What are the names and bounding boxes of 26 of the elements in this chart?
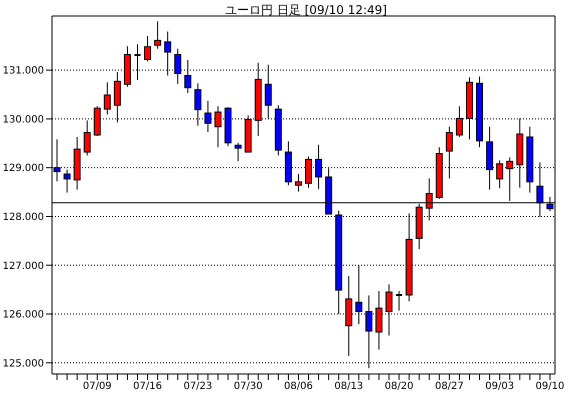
chart-title: ユーロ円 日足 [09/10 12:49] [224, 2, 388, 19]
y-tick-label: 127.000 [2, 260, 44, 272]
y-tick-label: 129.000 [2, 163, 44, 174]
x-tick-label: 07/09 [82, 381, 112, 392]
y-tick-label: 125.000 [2, 358, 44, 370]
x-tick-label: 08/27 [434, 381, 464, 392]
y-tick-label: 128.000 [2, 212, 44, 224]
candlestick [144, 35, 152, 62]
x-tick-label: 09/03 [485, 381, 514, 392]
candlestick [496, 160, 504, 189]
x-tick-label: 09/10 [536, 381, 564, 392]
x-tick-label: 08/13 [334, 381, 364, 392]
x-tick-label: 08/06 [284, 381, 313, 392]
candlestick [154, 20, 162, 50]
candlestick [104, 82, 111, 116]
y-tick-label: 130.000 [2, 114, 44, 126]
candlestick [84, 120, 91, 156]
candlestick [234, 142, 242, 162]
y-tick-label: 131.000 [2, 66, 44, 77]
x-tick-label: 07/23 [183, 381, 212, 392]
x-tick-label: 07/30 [234, 381, 263, 392]
x-tick-label: 08/20 [384, 381, 414, 392]
candlestick [395, 290, 404, 312]
x-tick-label: 07/16 [133, 381, 162, 392]
y-tick-label: 126.000 [2, 310, 44, 321]
candlestick [294, 174, 302, 192]
